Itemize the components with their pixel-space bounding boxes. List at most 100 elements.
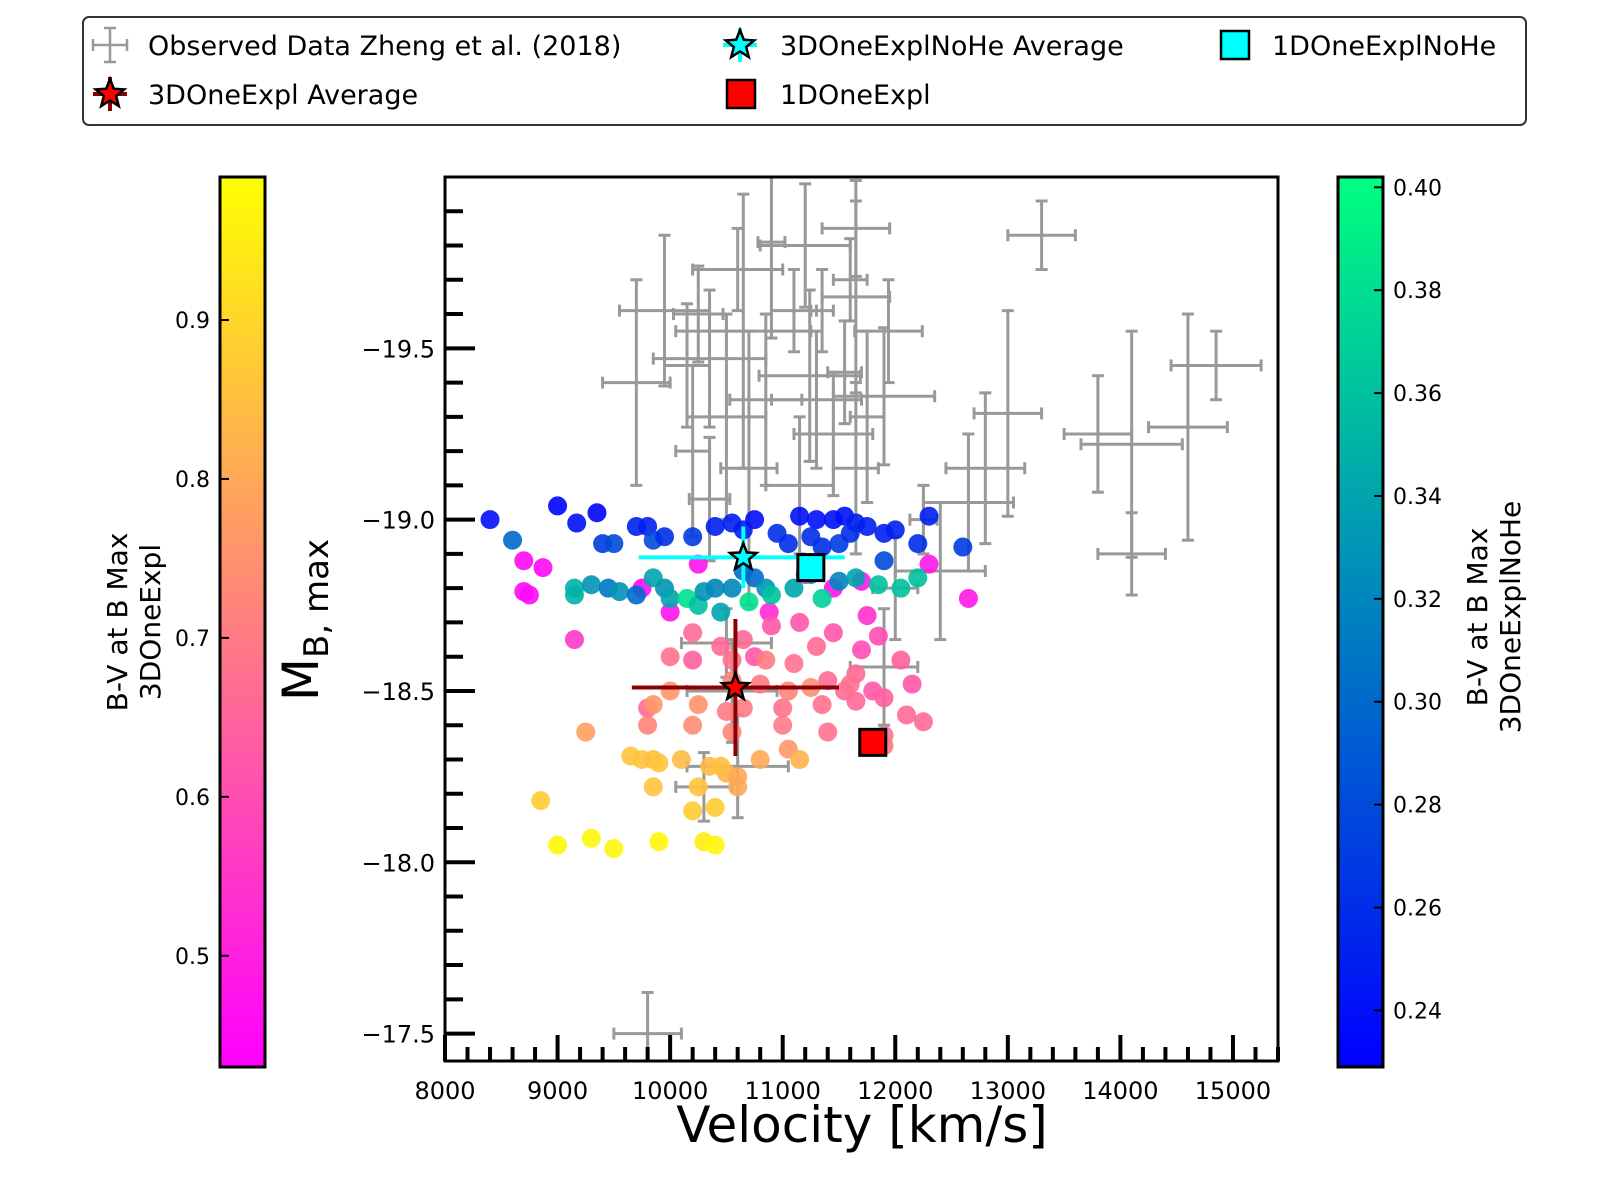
- scatter-point-3doneexpl: [548, 835, 568, 855]
- scatter-point-3doneexpl: [643, 695, 663, 715]
- plot-area: 8000 9000 10000 11000 12000 13000 14000 15000 −1…: [361, 175, 1280, 1105]
- observed-point: [820, 199, 892, 395]
- x-tick-label: 13000: [970, 1077, 1046, 1105]
- scatter-point-3doneexpl: [773, 715, 793, 735]
- scatter-point-3doneexpl: [722, 722, 742, 742]
- legend-label: 3DOneExplNoHe Average: [780, 31, 1124, 62]
- scatter-point-3doneexplnohe: [581, 575, 601, 595]
- x-tick-label: 14000: [1082, 1077, 1158, 1105]
- scatter-point-3doneexpl: [649, 753, 669, 773]
- colorbar-tick-label: 0.40: [1393, 176, 1442, 201]
- colorbar-tick-label: 0.38: [1393, 279, 1442, 304]
- scatter-point-3doneexplnohe: [778, 534, 798, 554]
- scatter-point-3doneexplnohe: [655, 527, 675, 547]
- scatter-point-3doneexplnohe: [660, 588, 680, 608]
- scatter-point-3doneexplnohe: [790, 506, 810, 526]
- colorbar-tick-label: 0.28: [1393, 794, 1442, 819]
- scatter-point-3doneexplnohe: [891, 578, 911, 598]
- scatter-point-3doneexpl: [638, 715, 658, 735]
- observed-point: [848, 329, 886, 505]
- svg-text:MB, max: MB, max: [272, 539, 337, 701]
- scatter-point-3doneexpl: [818, 671, 838, 691]
- average-series: [631, 526, 888, 757]
- scatter-point-3doneexpl: [852, 640, 871, 660]
- scatter-point-3doneexpl: [705, 797, 725, 817]
- scatter-point-3doneexpl: [683, 650, 703, 670]
- scatter-point-3doneexpl: [688, 554, 708, 574]
- scatter-point-3doneexpl: [823, 623, 843, 643]
- x-axis-title: Velocity [km/s]: [676, 1096, 1048, 1154]
- colorbar-gradient: [1336, 175, 1385, 1069]
- scatter-point-3doneexplnohe: [761, 585, 781, 605]
- square-1doneexplnohe: [796, 553, 826, 583]
- observed-point: [1006, 199, 1077, 272]
- scatter-point-3doneexpl: [756, 650, 776, 670]
- observed-point: [1169, 329, 1263, 402]
- scatter-point-3doneexplnohe: [722, 578, 742, 598]
- scatter-point-3doneexpl: [733, 698, 753, 718]
- scatter-point-3doneexplnohe: [868, 575, 888, 595]
- scatter-point-3doneexplnohe: [480, 510, 500, 530]
- y-tick-label: −18.0: [361, 849, 435, 877]
- colorbar-label-line1: B-V at B Max: [1461, 528, 1494, 707]
- colorbar-label-line2: 3DOneExpl: [134, 544, 167, 700]
- scatter-point-3doneexplnohe: [548, 496, 568, 516]
- colorbar-tick-label: 0.5: [175, 945, 210, 970]
- x-tick-label: 9000: [527, 1077, 588, 1105]
- x-tick-label: 11000: [745, 1077, 821, 1105]
- y-axis-title-main: M: [272, 658, 330, 701]
- scatter-point-3doneexpl: [897, 705, 917, 725]
- star-icon: [722, 26, 758, 60]
- scatter-point-3doneexpl: [750, 749, 770, 769]
- scatter-point-3doneexplnohe: [626, 585, 646, 605]
- scatter-point-3doneexplnohe: [564, 585, 584, 605]
- scatter-point-3doneexpl: [773, 698, 793, 718]
- scatter-point-3doneexplnohe: [683, 527, 703, 547]
- observed-point: [792, 370, 875, 498]
- colorbar-3doneexplnohe: 0.24 0.26 0.28 0.30 0.32 0.34 0.36 0.38 0.40 B-V…: [1336, 175, 1527, 1069]
- scatter-point-3doneexplnohe: [908, 534, 928, 554]
- square-1doneexpl: [858, 727, 888, 757]
- scatter-point-3doneexplnohe: [739, 592, 759, 612]
- y-tick-label: −17.5: [361, 1021, 435, 1049]
- scatter-point-3doneexpl: [812, 695, 832, 715]
- y-tick-label: −19.0: [361, 507, 435, 535]
- scatter-point-3doneexplnohe: [846, 568, 866, 588]
- colorbar-tick-label: 0.8: [175, 468, 210, 493]
- observed-point: [831, 326, 937, 467]
- observed-point: [728, 312, 804, 487]
- scatter-point-3doneexplnohe: [908, 568, 928, 588]
- scatter-point-3doneexpl: [902, 674, 922, 694]
- scatter-point-3doneexplnohe: [806, 510, 826, 530]
- scatter-point-3doneexpl: [514, 551, 534, 571]
- observed-point: [672, 264, 725, 364]
- scatter-point-3doneexpl: [790, 749, 810, 769]
- scatter-point-3doneexpl: [519, 585, 539, 605]
- scatter-point-3doneexpl: [533, 558, 553, 578]
- scatter-point-3doneexpl: [891, 650, 911, 670]
- observed-point: [651, 288, 768, 429]
- x-tick-label: 15000: [1195, 1077, 1271, 1105]
- observed-point: [612, 990, 683, 1061]
- legend-entry-1doneexpl: 1DOneExpl: [725, 78, 931, 111]
- scatter-point-3doneexpl: [722, 650, 742, 670]
- colorbar-tick-label: 0.9: [175, 309, 210, 334]
- x-tick-label: 12000: [857, 1077, 933, 1105]
- observed-point: [687, 435, 732, 563]
- legend-entry-3doneexpl-average: 3DOneExpl Average: [92, 75, 418, 111]
- star-marker: [718, 670, 753, 702]
- legend-label: 1DOneExpl: [780, 80, 931, 111]
- y-axis-title: MB, max: [272, 539, 337, 701]
- scatter-point-3doneexplnohe: [829, 571, 849, 591]
- plot-frame: [443, 175, 1280, 1063]
- scatter-point-3doneexpl: [576, 722, 596, 742]
- star-errorbar-icon: [92, 75, 128, 111]
- star-marker: [726, 539, 760, 572]
- y-tick-label: −19.5: [361, 335, 435, 363]
- scatter-point-3doneexpl: [649, 832, 669, 852]
- scatter-point-3doneexpl: [958, 588, 978, 608]
- scatter-point-3doneexplnohe: [587, 503, 607, 523]
- scatter-point-3doneexpl: [660, 602, 680, 622]
- scatter-point-3doneexpl: [705, 835, 725, 855]
